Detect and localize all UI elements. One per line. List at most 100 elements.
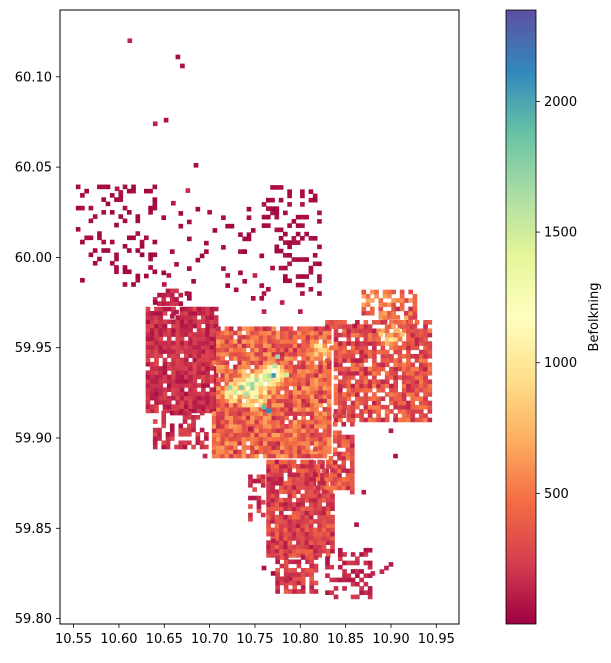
heatmap-cell	[279, 497, 284, 503]
heatmap-cell	[309, 411, 315, 416]
heatmap-cell	[301, 428, 306, 433]
heatmap-cell	[287, 531, 293, 537]
heatmap-cell	[291, 485, 297, 490]
heatmap-cell	[322, 377, 328, 382]
heatmap-cell	[288, 330, 294, 336]
heatmap-cell	[315, 468, 321, 474]
heatmap-cell	[399, 293, 405, 299]
heatmap-cell	[333, 586, 339, 591]
heatmap-cell	[205, 408, 210, 414]
heatmap-cell	[171, 404, 176, 409]
heatmap-cell	[241, 432, 247, 438]
heatmap-cell	[154, 374, 159, 380]
heatmap-cell	[342, 324, 347, 329]
heatmap-cell	[292, 432, 298, 438]
heatmap-cell	[283, 540, 288, 545]
heatmap-cell	[372, 417, 377, 423]
heatmap-cell	[192, 387, 198, 392]
heatmap-cell	[296, 563, 302, 569]
heatmap-cell	[114, 252, 119, 258]
heatmap-cell	[149, 391, 155, 397]
heatmap-cell	[258, 339, 264, 344]
heatmap-cell	[300, 580, 306, 586]
heatmap-cell	[201, 400, 206, 405]
heatmap-cell	[175, 357, 181, 363]
heatmap-cell	[237, 415, 243, 421]
heatmap-cell	[275, 373, 281, 378]
heatmap-cell	[423, 366, 428, 372]
heatmap-cell	[291, 489, 297, 495]
heatmap-cell	[395, 315, 401, 320]
heatmap-cell	[280, 377, 285, 382]
heatmap-cell	[314, 402, 319, 408]
heatmap-cell	[254, 339, 260, 344]
heatmap-cell	[284, 343, 289, 349]
heatmap-cell	[322, 424, 328, 429]
heatmap-cell	[333, 594, 339, 600]
heatmap-cell	[309, 584, 315, 590]
heatmap-cell	[184, 291, 190, 296]
heatmap-cell	[384, 370, 390, 376]
heatmap-cell	[179, 387, 185, 392]
heatmap-cell	[380, 345, 386, 351]
heatmap-cell	[275, 390, 281, 395]
heatmap-cell	[292, 385, 298, 391]
heatmap-cell	[171, 310, 176, 316]
heatmap-cell	[250, 424, 255, 429]
heatmap-cell	[166, 374, 172, 380]
heatmap-cell	[359, 586, 364, 591]
heatmap-cell	[154, 353, 159, 359]
heatmap-cell	[330, 502, 335, 507]
heatmap-cell	[305, 390, 311, 395]
heatmap-cell	[309, 576, 315, 582]
heatmap-cell	[295, 282, 301, 288]
heatmap-cell	[171, 387, 176, 392]
heatmap-cell	[389, 353, 394, 359]
heatmap-cell	[192, 310, 198, 316]
heatmap-cell	[279, 548, 284, 554]
heatmap-cell	[228, 351, 234, 357]
heatmap-cell	[304, 531, 310, 537]
heatmap-cell	[250, 360, 255, 366]
heatmap-cell	[406, 366, 411, 372]
heatmap-cell	[355, 328, 360, 334]
heatmap-cell	[363, 573, 369, 579]
heatmap-cell	[401, 392, 407, 397]
heatmap-cell	[309, 419, 315, 425]
heatmap-cell	[274, 468, 280, 473]
heatmap-cell	[228, 394, 234, 399]
heatmap-cell	[382, 302, 388, 308]
heatmap-cell	[258, 356, 264, 361]
heatmap-cell	[220, 343, 226, 349]
heatmap-cell	[228, 398, 234, 404]
heatmap-cell	[250, 432, 255, 438]
heatmap-cell	[382, 319, 388, 325]
heatmap-cell	[393, 349, 399, 355]
heatmap-cell	[139, 239, 145, 245]
heatmap-cell	[292, 572, 298, 577]
heatmap-cell	[169, 423, 175, 429]
heatmap-cell	[224, 436, 230, 442]
heatmap-cell	[418, 417, 424, 423]
heatmap-cell	[332, 460, 338, 465]
heatmap-cell	[397, 358, 403, 363]
heatmap-cell	[418, 400, 424, 406]
heatmap-cell	[238, 270, 243, 276]
heatmap-cell	[250, 373, 255, 378]
heatmap-cell	[154, 378, 159, 384]
heatmap-cell	[183, 340, 189, 346]
heatmap-cell	[183, 383, 189, 388]
heatmap-cell	[325, 497, 331, 503]
heatmap-cell	[145, 336, 151, 342]
heatmap-cell	[410, 341, 416, 346]
heatmap-cell	[205, 332, 210, 337]
heatmap-cell	[395, 298, 401, 303]
heatmap-cell	[288, 432, 294, 438]
heatmap-cell	[154, 391, 159, 397]
heatmap-cell	[427, 366, 433, 372]
heatmap-cell	[283, 523, 288, 528]
heatmap-cell	[352, 323, 358, 329]
heatmap-cell	[305, 436, 311, 442]
heatmap-cell	[245, 334, 251, 340]
heatmap-cell	[301, 385, 306, 391]
